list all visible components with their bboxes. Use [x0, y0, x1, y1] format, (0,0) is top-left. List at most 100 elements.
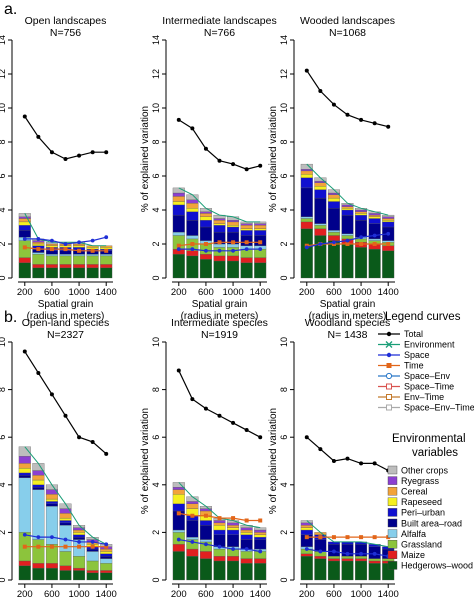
environment-curve [306, 520, 389, 548]
space-point [217, 544, 222, 549]
space-point [258, 247, 263, 252]
bar-segment-alfalfa [86, 551, 99, 562]
space-point [77, 240, 81, 245]
time-point [49, 544, 54, 549]
bar-segment-built-area-road [172, 214, 185, 233]
bar-segment-hedgerows-wood [86, 267, 99, 279]
bar-segment-hedgerows-wood [254, 262, 267, 279]
total-point [176, 117, 181, 122]
bar-segment-alfalfa [100, 558, 113, 564]
bar-segment-rapeseed [300, 527, 313, 531]
bar-segment-grassland [341, 556, 354, 559]
x-axis-label-units: (radius in meters) [27, 311, 105, 322]
total-point [318, 89, 323, 93]
bar-segment-built-area-road [73, 537, 86, 540]
chart-subtitle: N=2327 [47, 329, 84, 341]
y-tick-label: 4 [151, 207, 161, 212]
bar-segment-cereal [327, 194, 340, 199]
legend-curves-title: Legend curves [385, 311, 461, 323]
chart-title: Woodland species [305, 317, 391, 329]
bar-segment-built-area-road [355, 220, 368, 238]
bar-segment-peri-urban [59, 520, 72, 524]
bar-segment-rapeseed [32, 479, 45, 485]
time-point [22, 245, 27, 250]
bar-segment-maize [199, 254, 212, 260]
space-point [345, 238, 350, 243]
total-point [331, 459, 336, 463]
time-point [318, 535, 323, 540]
bar-segment-built-area-road [18, 230, 31, 238]
bar-segment-hedgerows-wood [18, 262, 31, 279]
bar-segment-hedgerows-wood [327, 560, 340, 581]
legend-swatch [387, 550, 398, 559]
bar-segment-hedgerows-wood [45, 267, 58, 279]
y-tick-label: 0 [279, 577, 289, 582]
total-point [231, 420, 236, 425]
time-point [176, 511, 181, 516]
total-point [203, 146, 208, 151]
bar-segment-ryegrass [254, 529, 267, 533]
bar-segment-grassland [45, 255, 58, 265]
total-point [231, 162, 236, 167]
total-point [63, 413, 68, 418]
x-tick-label: 1000 [69, 589, 90, 600]
legend-env-title: Environmental [392, 433, 466, 445]
bar-segment-alfalfa [314, 223, 327, 226]
bar-segment-peri-urban [172, 503, 185, 512]
x-tick-label: 1400 [250, 287, 271, 298]
bar-segment-maize [240, 558, 253, 564]
bar-segment-cereal [240, 529, 253, 533]
bar-segment-maize [186, 548, 199, 557]
bar-segment-peri-urban [172, 204, 185, 216]
bar-segment-alfalfa [73, 254, 86, 257]
total-point [304, 68, 309, 73]
bar-segment-hedgerows-wood [186, 556, 199, 581]
bar-segment-peri-urban [213, 529, 226, 535]
bar-segment-hedgerows-wood [73, 267, 86, 279]
bar-segment-peri-urban [254, 537, 267, 540]
x-tick-label: 1000 [351, 287, 372, 298]
bar-segment-maize [73, 567, 86, 571]
bar-segment-maize [172, 544, 185, 552]
space-point [244, 247, 249, 252]
chart-title: Open landscapes [25, 15, 107, 27]
bar-segment-ryegrass [18, 456, 31, 464]
bar-segment-cereal [300, 525, 313, 528]
time-point [77, 248, 82, 253]
space-point [176, 247, 181, 252]
space-point [258, 549, 263, 554]
space-point [22, 237, 27, 241]
bar-segment-alfalfa [59, 254, 72, 257]
bar-segment-rapeseed [327, 197, 340, 202]
y-tick-label: 10 [151, 337, 161, 347]
bar-segment-rapeseed [172, 201, 185, 206]
bar-segment-built-area-road [32, 487, 45, 490]
total-point [176, 368, 181, 373]
bar-segment-hedgerows-wood [240, 262, 253, 279]
y-tick-label: 10 [0, 103, 7, 113]
chart-title: Intermediate landscapes [162, 15, 276, 27]
bar-segment-ryegrass [186, 199, 199, 204]
chart-title: Open-land species [22, 317, 110, 329]
legend-swatch [387, 518, 398, 528]
total-point [49, 150, 54, 155]
y-tick-label: 8 [279, 139, 289, 144]
legend-environmental-variables: Environmental variables Other cropsRyegras… [387, 433, 473, 571]
bar-segment-peri-urban [314, 189, 327, 199]
bar-segment-ryegrass [227, 220, 240, 223]
bar-segment-hedgerows-wood [100, 572, 113, 581]
bar-segment-rapeseed [172, 494, 185, 504]
legend-env-subtitle: variables [412, 447, 458, 459]
x-tick-label: 1400 [378, 589, 399, 600]
y-tick-label: 8 [279, 387, 289, 392]
time-point [36, 544, 41, 549]
bar-segment-maize [86, 570, 99, 574]
bar-segment-cereal [32, 242, 45, 245]
x-tick-label: 1400 [96, 287, 117, 298]
bar-segment-maize [18, 560, 31, 566]
x-tick-label: 1400 [250, 589, 271, 600]
y-tick-label: 4 [0, 482, 7, 487]
x-tick-label: 600 [44, 287, 60, 298]
bar-segment-built-area-road [254, 539, 267, 550]
